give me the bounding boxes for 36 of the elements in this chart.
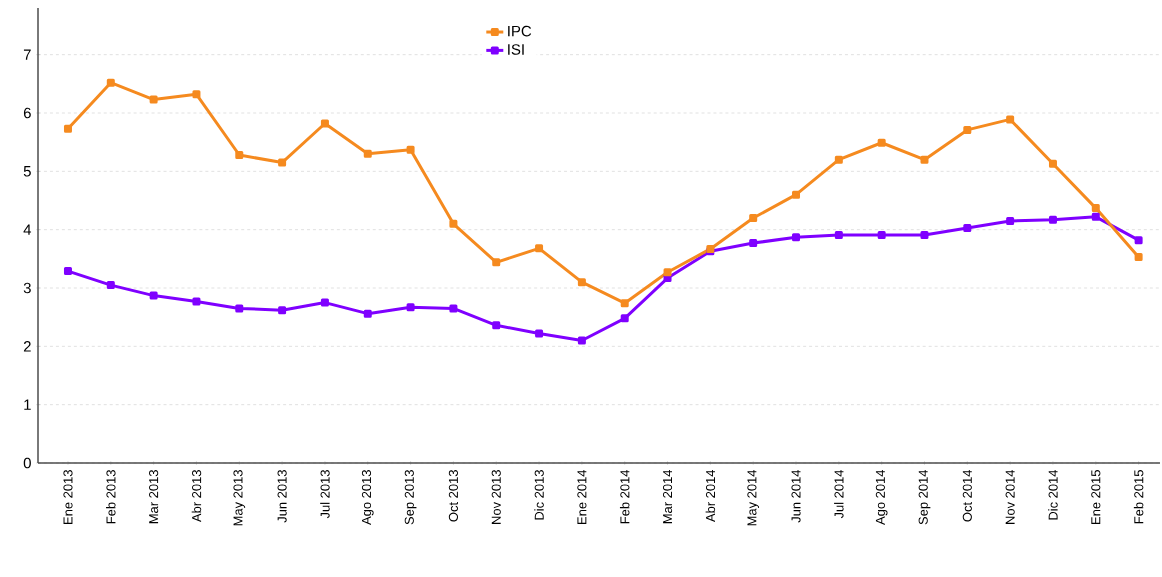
x-tick-label: Jun 2014 xyxy=(791,469,801,523)
x-tick-label: Jul 2013 xyxy=(320,470,330,519)
x-tick-label: Abr 2013 xyxy=(191,470,202,523)
x-tick-label: Ene 2014 xyxy=(577,469,587,524)
y-tick-label: 2 xyxy=(23,341,31,352)
legend-label: IPC xyxy=(508,25,532,37)
x-tick-label: May 2013 xyxy=(233,470,246,526)
x-tick-label: Feb 2013 xyxy=(106,470,116,524)
y-tick-label: 7 xyxy=(23,49,31,60)
y-tick-label: 6 xyxy=(23,107,31,119)
x-tick-label: Mar 2014 xyxy=(662,469,673,524)
x-tick-label: Ene 2015 xyxy=(1091,470,1101,524)
x-tick-label: Dic 2013 xyxy=(534,470,544,520)
x-tick-label: Abr 2014 xyxy=(705,469,716,523)
x-tick-label: Sep 2013 xyxy=(404,470,417,525)
y-tick-label: 5 xyxy=(23,166,31,177)
x-tick-label: Jul 2014 xyxy=(834,469,844,519)
y-tick-label: 1 xyxy=(24,399,31,410)
x-tick-label: Dic 2014 xyxy=(1048,469,1058,520)
x-tick-label: Ago 2013 xyxy=(361,470,374,525)
y-tick-label: 3 xyxy=(23,282,31,294)
x-tick-label: Feb 2015 xyxy=(1133,470,1144,524)
legend-label: ISI xyxy=(508,44,524,55)
x-tick-label: Nov 2013 xyxy=(491,470,501,524)
x-tick-label: Ago 2014 xyxy=(875,469,888,525)
x-tick-label: Nov 2014 xyxy=(1005,469,1015,524)
x-tick-label: Sep 2014 xyxy=(918,469,931,525)
x-tick-label: Ene 2013 xyxy=(63,470,73,524)
y-tick-label: 0 xyxy=(23,457,31,469)
x-tick-label: Feb 2014 xyxy=(619,469,630,524)
x-tick-label: Mar 2013 xyxy=(149,470,159,524)
y-tick-label: 4 xyxy=(23,224,32,235)
x-tick-label: May 2014 xyxy=(747,469,760,526)
x-tick-label: Jun 2013 xyxy=(277,470,287,523)
x-tick-label: Oct 2014 xyxy=(962,469,972,522)
x-tick-label: Oct 2013 xyxy=(448,470,458,522)
